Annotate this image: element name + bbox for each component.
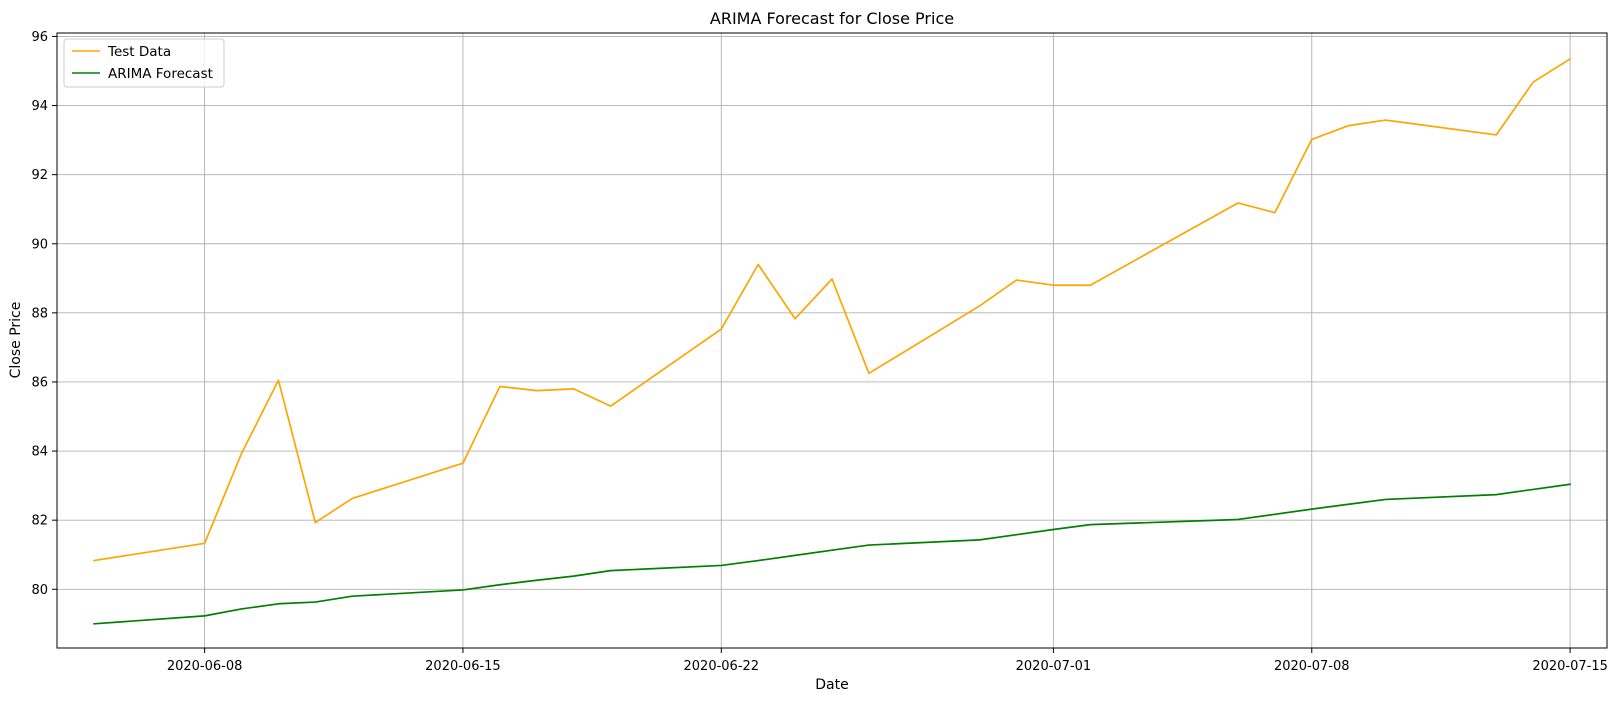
y-tick-label: 82	[31, 514, 48, 529]
legend-label-arima-forecast: ARIMA Forecast	[108, 66, 213, 82]
y-tick-label: 80	[31, 583, 48, 598]
y-tick-label: 90	[31, 237, 48, 252]
y-axis-label: Close Price	[8, 302, 24, 379]
y-tick-label: 84	[31, 445, 48, 460]
y-tick-label: 92	[31, 168, 48, 183]
x-axis-label: Date	[815, 677, 848, 693]
legend: Test Data ARIMA Forecast	[63, 38, 225, 88]
y-tick-label: 86	[31, 375, 48, 390]
x-tick-label: 2020-06-08	[167, 659, 243, 674]
legend-label-test-data: Test Data	[107, 44, 171, 60]
series-layer	[93, 58, 1571, 625]
x-tick-label: 2020-06-15	[425, 659, 501, 674]
series-line-arima-forecast	[93, 483, 1571, 625]
x-tick-label: 2020-07-01	[1016, 659, 1092, 674]
y-tick-label: 96	[31, 30, 48, 45]
y-tick-label: 94	[31, 99, 48, 114]
x-tick-label: 2020-06-22	[684, 659, 760, 674]
x-tick-label: 2020-07-15	[1532, 659, 1608, 674]
x-tick-label: 2020-07-08	[1274, 659, 1350, 674]
ticks-layer: 2020-06-08 2020-06-15 2020-06-22 2020-07-01…	[31, 30, 1607, 674]
y-tick-label: 88	[31, 306, 48, 321]
chart-title: ARIMA Forecast for Close Price	[710, 9, 954, 28]
legend-box	[63, 38, 225, 88]
series-line-test-data	[93, 58, 1571, 562]
plot-frame	[56, 32, 1608, 649]
